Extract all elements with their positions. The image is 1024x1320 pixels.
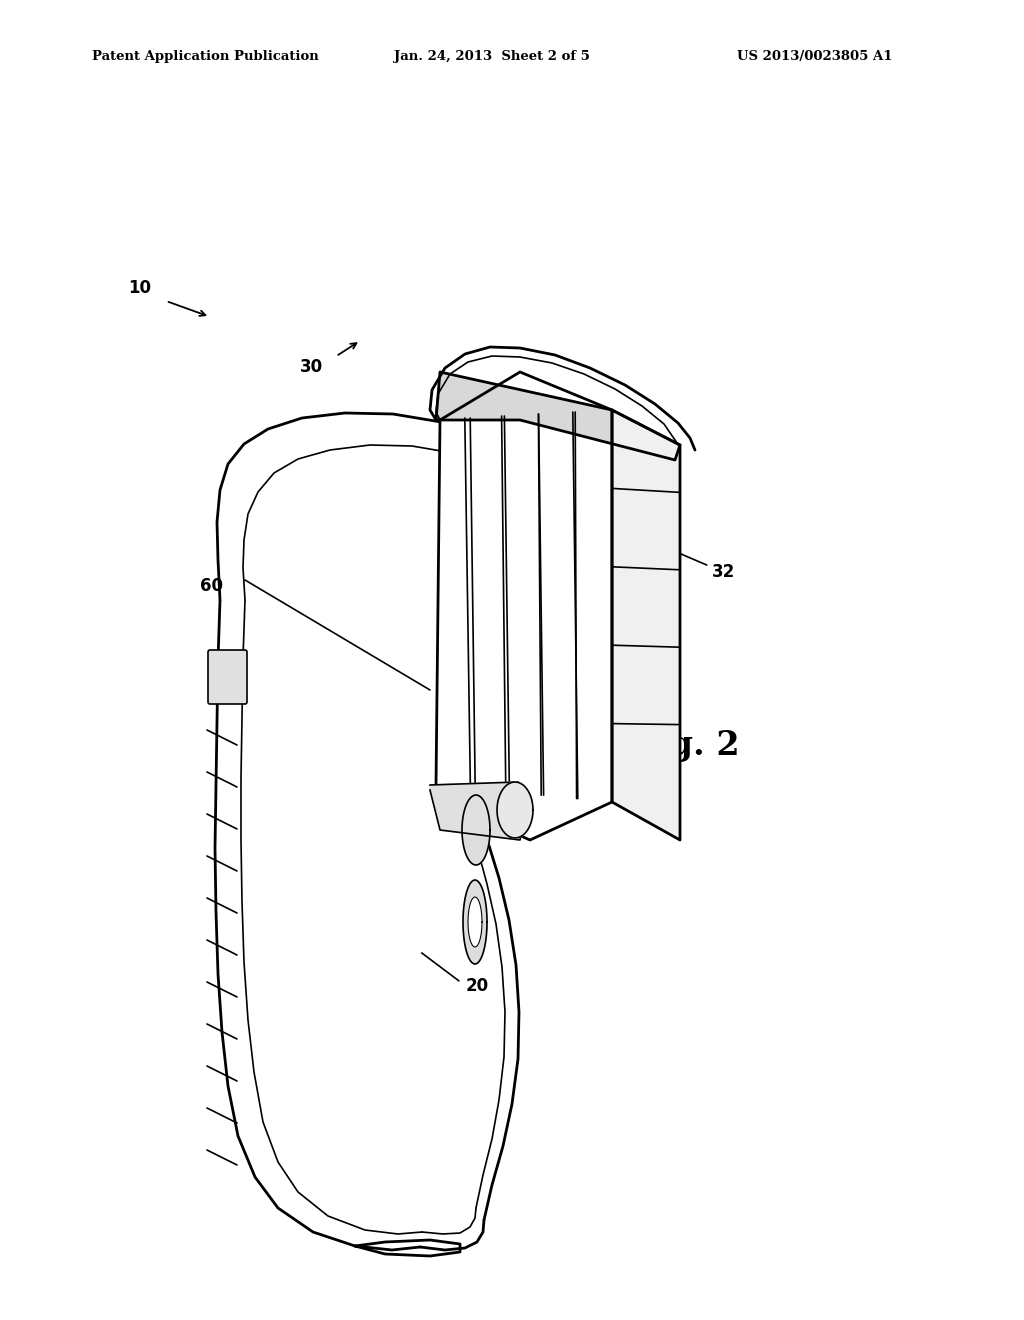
Text: Jan. 24, 2013  Sheet 2 of 5: Jan. 24, 2013 Sheet 2 of 5 [394, 50, 590, 63]
Text: 50: 50 [486, 603, 509, 622]
FancyBboxPatch shape [208, 649, 247, 704]
Polygon shape [436, 372, 612, 840]
Polygon shape [497, 781, 534, 838]
Text: 32: 32 [712, 562, 735, 581]
Text: 10: 10 [129, 279, 152, 297]
Polygon shape [462, 795, 490, 865]
Polygon shape [463, 880, 487, 964]
Polygon shape [217, 413, 543, 601]
Text: US 2013/0023805 A1: US 2013/0023805 A1 [737, 50, 893, 63]
Text: 30: 30 [299, 358, 323, 376]
Text: Patent Application Publication: Patent Application Publication [92, 50, 318, 63]
Polygon shape [430, 781, 528, 840]
Text: 60: 60 [201, 577, 223, 595]
Text: 20: 20 [466, 977, 489, 995]
Text: 34: 34 [550, 616, 573, 635]
Polygon shape [612, 411, 680, 840]
Polygon shape [436, 372, 680, 459]
Text: Fig. 2: Fig. 2 [633, 729, 739, 762]
Polygon shape [468, 898, 482, 946]
